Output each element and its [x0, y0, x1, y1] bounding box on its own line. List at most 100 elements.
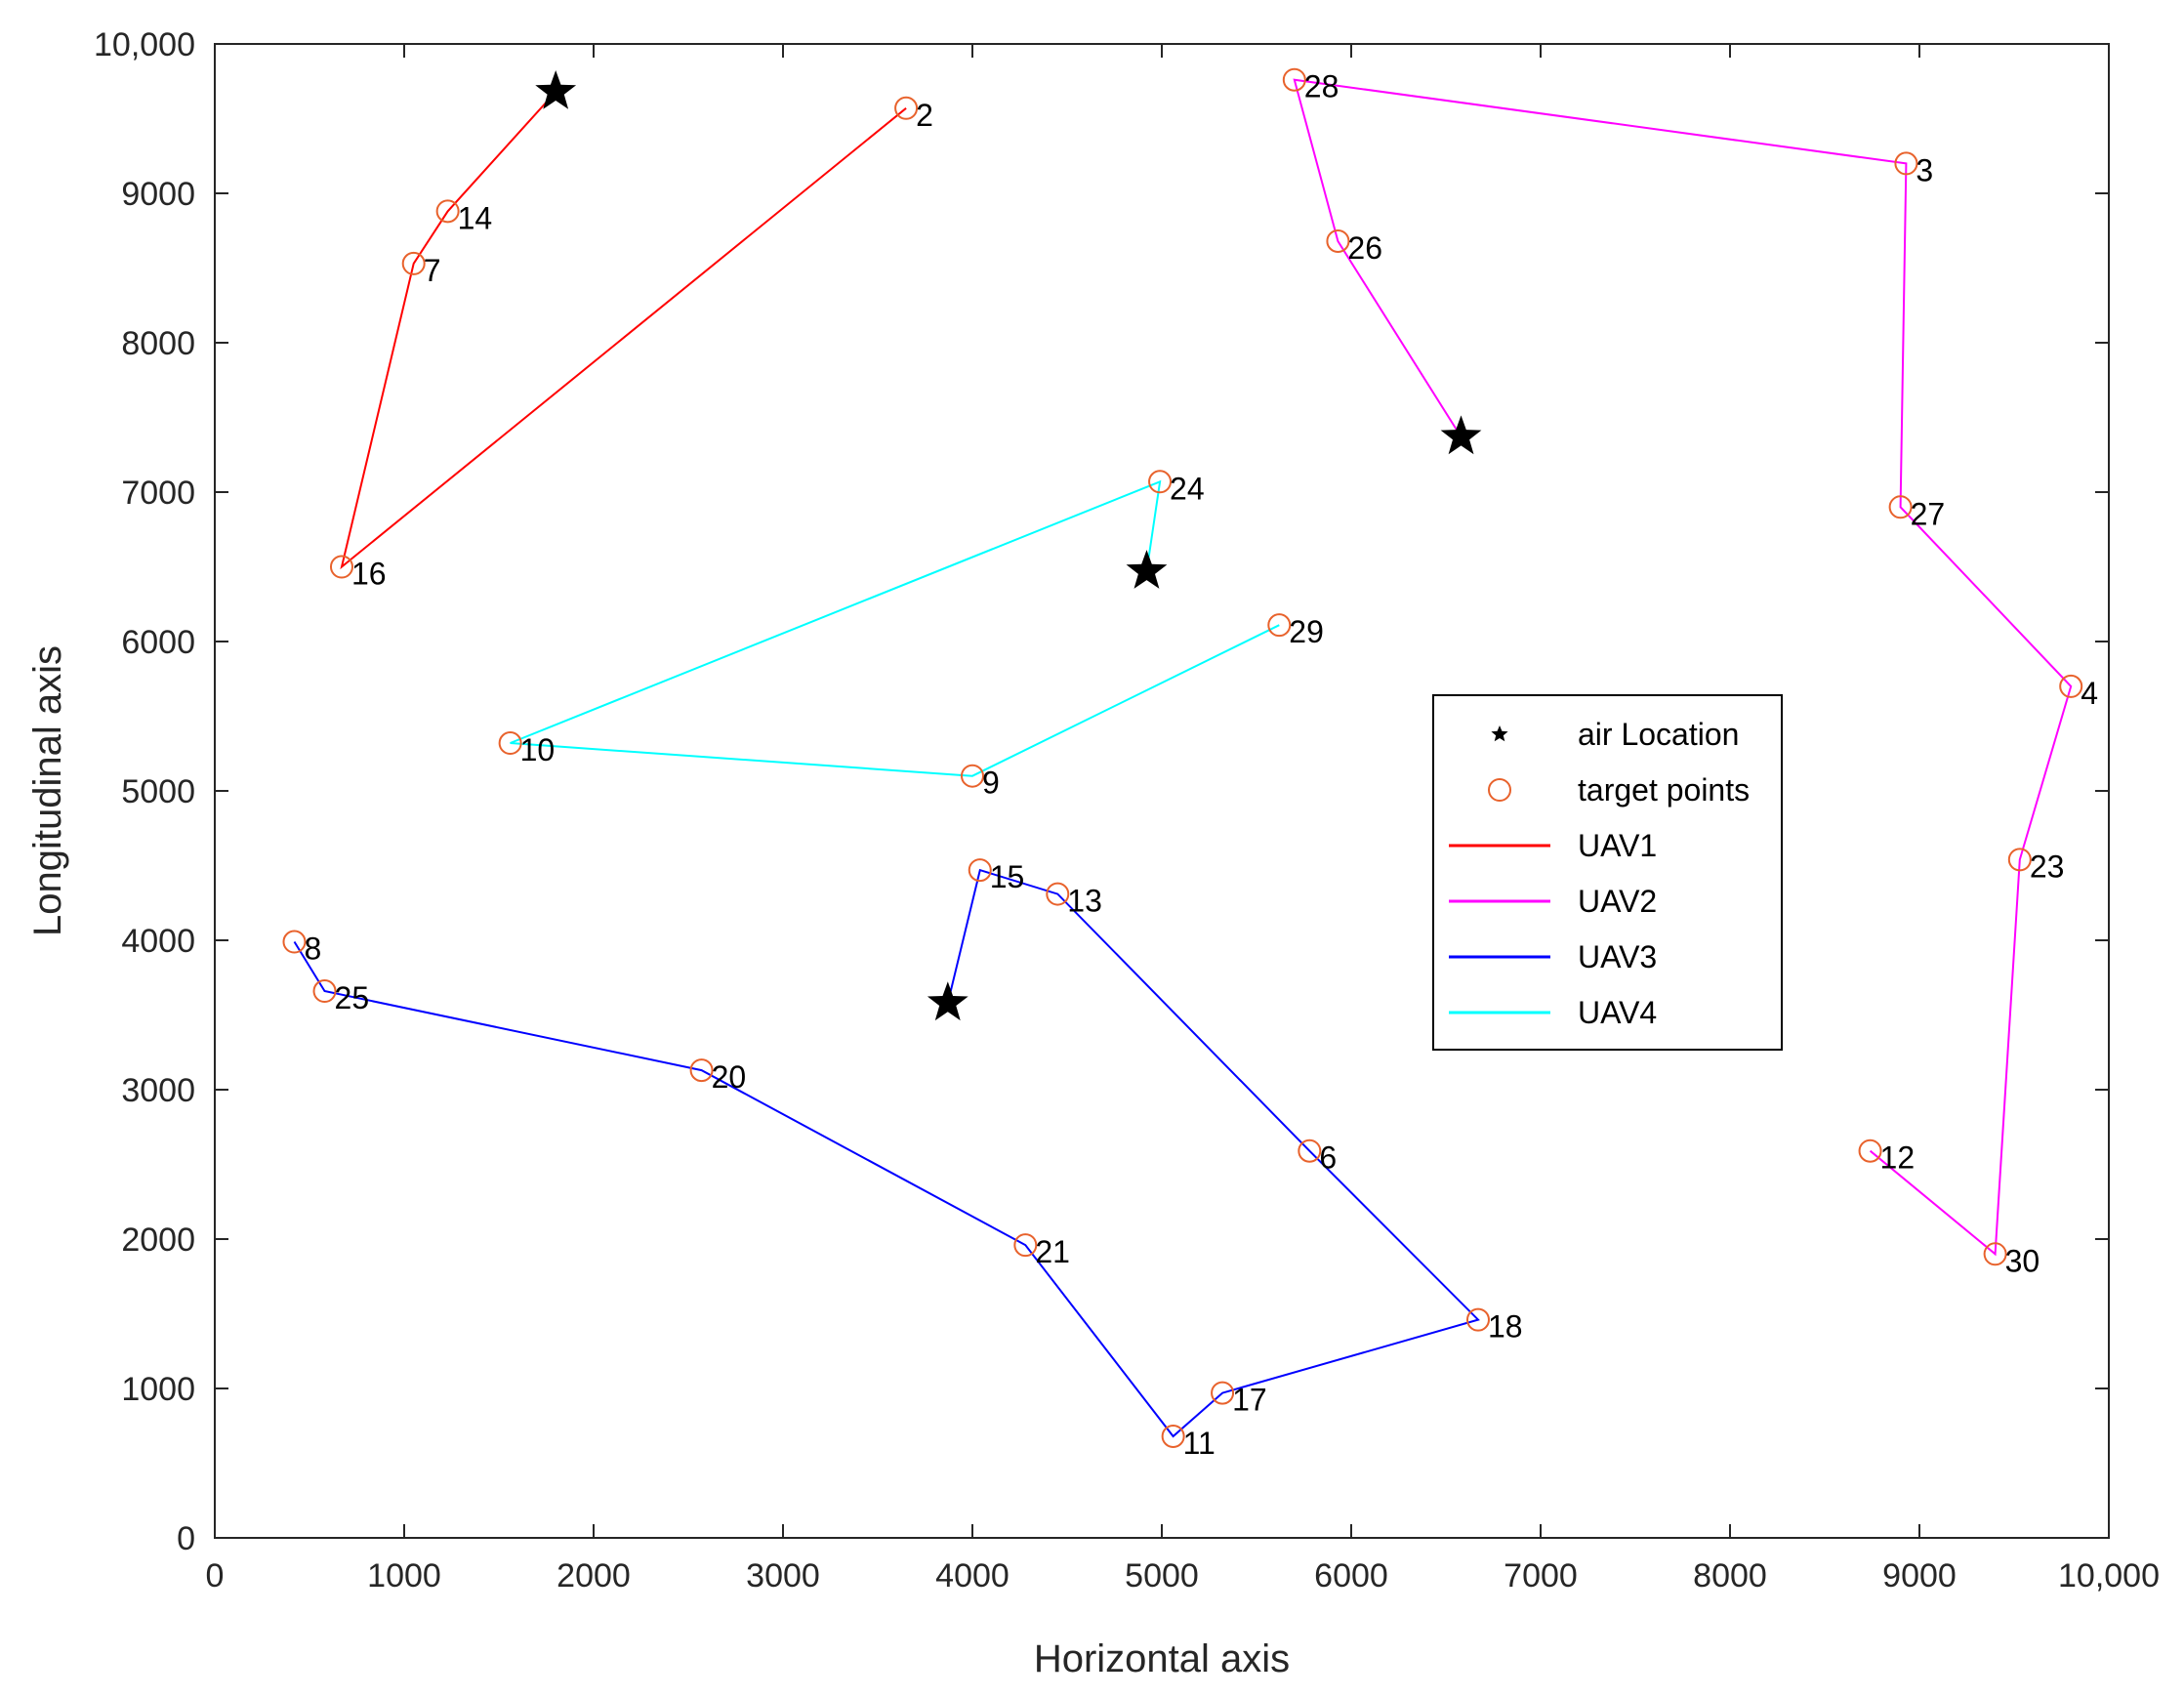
axis-ticks: 0 1000 2000 3000 4000 5000 6000 7000 8000 9000 10,…	[94, 26, 2160, 1594]
target-label-6: 6	[1319, 1140, 1337, 1176]
target-label-12: 12	[1880, 1140, 1916, 1176]
y-tick-label: 8000	[121, 325, 195, 362]
x-tick-label: 3000	[746, 1557, 820, 1594]
legend-label-uav1: UAV1	[1578, 828, 1657, 863]
chart-markers	[282, 67, 2083, 1448]
target-point-27	[1888, 495, 1913, 519]
target-label-24: 24	[1170, 471, 1205, 506]
target-point-8	[282, 930, 307, 954]
target-label-30: 30	[2005, 1243, 2040, 1278]
x-tick-label: 8000	[1693, 1557, 1767, 1594]
y-tick-label: 1000	[121, 1371, 195, 1408]
target-point-28	[1282, 67, 1306, 92]
target-point-13	[1046, 882, 1070, 906]
target-label-9: 9	[982, 766, 1000, 801]
target-point-20	[689, 1058, 714, 1083]
target-label-7: 7	[424, 253, 441, 288]
x-tick-label: 0	[206, 1557, 225, 1594]
y-tick-label: 3000	[121, 1072, 195, 1109]
air-location-star-3	[1126, 550, 1168, 589]
point-labels: 2 14 7 16 28 3 26 27 4 23 30 12 24 29 10 9 15 13 8 25 20 6 21 1…	[304, 69, 2098, 1461]
target-label-28: 28	[1304, 69, 1339, 104]
legend-label-uav4: UAV4	[1578, 995, 1657, 1030]
target-point-26	[1326, 228, 1350, 253]
target-point-11	[1161, 1424, 1185, 1448]
target-label-20: 20	[712, 1059, 747, 1095]
target-label-21: 21	[1035, 1234, 1070, 1269]
target-point-23	[2007, 848, 2032, 872]
target-point-30	[1983, 1242, 2007, 1266]
target-label-4: 4	[2081, 676, 2098, 711]
target-point-10	[498, 731, 522, 756]
y-axis-label: Longitudinal axis	[26, 645, 69, 936]
target-point-3	[1894, 151, 1918, 176]
x-tick-label: 10,000	[2058, 1557, 2160, 1594]
x-tick-label: 9000	[1882, 1557, 1957, 1594]
target-label-26: 26	[1347, 230, 1382, 266]
target-point-2	[894, 96, 919, 120]
target-label-2: 2	[916, 98, 933, 133]
x-tick-label: 4000	[935, 1557, 1010, 1594]
legend-label-uav3: UAV3	[1578, 939, 1657, 974]
target-point-9	[961, 764, 984, 788]
target-point-25	[312, 979, 337, 1004]
air-location-star-2	[1440, 415, 1482, 455]
target-point-18	[1465, 1307, 1490, 1332]
y-tick-label: 10,000	[94, 26, 195, 63]
target-point-21	[1013, 1233, 1038, 1258]
target-label-18: 18	[1488, 1309, 1523, 1345]
target-point-29	[1267, 613, 1292, 638]
target-label-3: 3	[1916, 152, 1933, 187]
target-label-8: 8	[304, 932, 321, 967]
target-label-25: 25	[335, 980, 370, 1015]
uav-route-lines	[293, 78, 2073, 1438]
y-tick-label: 2000	[121, 1222, 195, 1259]
route-line-uav2	[1293, 78, 2073, 1257]
target-point-16	[329, 555, 353, 579]
legend-label-uav2: UAV2	[1578, 884, 1657, 919]
target-label-15: 15	[990, 859, 1025, 894]
y-tick-label: 9000	[121, 176, 195, 213]
legend-swatch-target-points	[1488, 778, 1511, 802]
target-point-4	[2059, 674, 2083, 698]
y-tick-label: 4000	[121, 923, 195, 960]
target-label-13: 13	[1067, 884, 1102, 919]
x-tick-label: 6000	[1314, 1557, 1388, 1594]
target-label-16: 16	[351, 557, 387, 592]
x-tick-label: 5000	[1125, 1557, 1199, 1594]
target-label-14: 14	[458, 200, 493, 235]
target-label-23: 23	[2030, 849, 2065, 884]
y-tick-label: 6000	[121, 624, 195, 661]
target-label-29: 29	[1289, 614, 1324, 649]
target-point-17	[1211, 1381, 1235, 1405]
target-label-10: 10	[520, 732, 556, 767]
air-location-star-4	[927, 981, 968, 1021]
route-line-uav3	[293, 868, 1480, 1438]
target-point-14	[435, 199, 460, 224]
target-point-6	[1298, 1139, 1322, 1163]
plot-area-frame	[214, 43, 2110, 1539]
x-tick-label: 7000	[1504, 1557, 1578, 1594]
target-point-24	[1148, 470, 1173, 494]
target-point-12	[1858, 1139, 1882, 1163]
y-tick-label: 0	[177, 1520, 195, 1557]
target-label-17: 17	[1232, 1383, 1267, 1418]
x-tick-label: 2000	[556, 1557, 631, 1594]
route-line-uav4	[510, 479, 1280, 777]
legend-swatch-air-location	[1491, 725, 1508, 742]
target-point-15	[968, 858, 992, 883]
x-axis-label: Horizontal axis	[1034, 1637, 1290, 1680]
legend-box	[1432, 694, 1783, 1051]
legend: air Location target points UAV1 UAV2 UAV3 UAV…	[1432, 694, 1783, 1051]
target-label-11: 11	[1183, 1426, 1216, 1461]
y-tick-label: 7000	[121, 475, 195, 512]
x-tick-label: 1000	[367, 1557, 441, 1594]
air-location-star-1	[535, 70, 577, 109]
route-line-uav1	[340, 91, 907, 570]
legend-label-target-points: target points	[1578, 772, 1750, 808]
legend-label-air-location: air Location	[1578, 717, 1739, 752]
target-point-7	[401, 251, 426, 275]
y-tick-label: 5000	[121, 773, 195, 810]
target-label-27: 27	[1911, 496, 1946, 531]
